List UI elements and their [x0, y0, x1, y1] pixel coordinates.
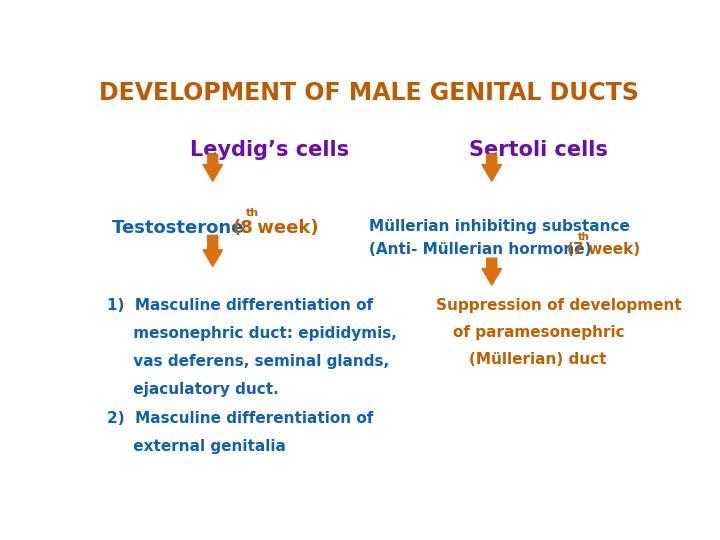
FancyArrow shape [482, 258, 502, 285]
Text: of paramesonephric: of paramesonephric [453, 325, 624, 340]
FancyArrow shape [203, 154, 222, 181]
Text: vas deferens, seminal glands,: vas deferens, seminal glands, [107, 354, 389, 369]
Text: 2)  Masculine differentiation of: 2) Masculine differentiation of [107, 411, 373, 426]
Text: 1)  Masculine differentiation of: 1) Masculine differentiation of [107, 298, 373, 313]
Text: week): week) [582, 241, 640, 256]
Text: th: th [578, 232, 590, 242]
Text: ejaculatory duct.: ejaculatory duct. [107, 382, 279, 397]
FancyArrow shape [203, 235, 222, 266]
Text: Leydig’s cells: Leydig’s cells [190, 140, 350, 160]
Text: external genitalia: external genitalia [107, 439, 286, 454]
Text: (7: (7 [567, 241, 585, 256]
Text: th: th [246, 208, 258, 218]
Text: (8: (8 [233, 219, 253, 237]
Text: week): week) [251, 219, 318, 237]
Text: Testosterone: Testosterone [112, 219, 250, 237]
Text: Sertoli cells: Sertoli cells [469, 140, 608, 160]
Text: (Müllerian) duct: (Müllerian) duct [469, 352, 607, 367]
Text: DEVELOPMENT OF MALE GENITAL DUCTS: DEVELOPMENT OF MALE GENITAL DUCTS [99, 82, 639, 105]
Text: Suppression of development: Suppression of development [436, 298, 682, 313]
Text: Müllerian inhibiting substance: Müllerian inhibiting substance [369, 219, 630, 234]
Text: (Anti- Müllerian hormone): (Anti- Müllerian hormone) [369, 241, 597, 256]
Text: mesonephric duct: epididymis,: mesonephric duct: epididymis, [107, 326, 397, 341]
FancyArrow shape [482, 154, 502, 181]
